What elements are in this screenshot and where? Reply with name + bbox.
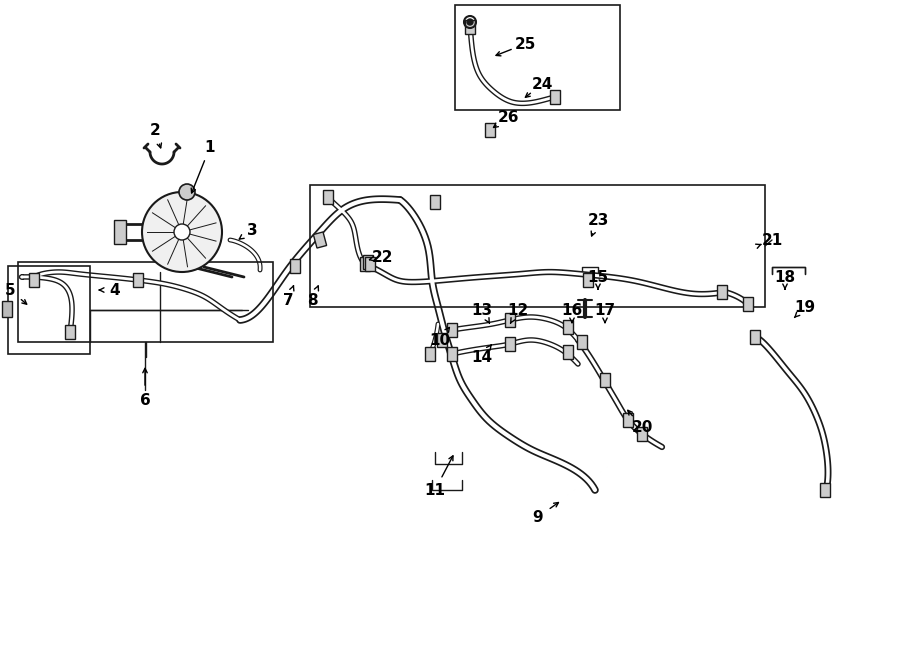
Bar bbox=[820, 483, 830, 497]
Bar bbox=[717, 285, 727, 299]
Circle shape bbox=[467, 19, 473, 25]
Bar bbox=[430, 195, 440, 209]
Text: 19: 19 bbox=[795, 299, 815, 314]
Text: 4: 4 bbox=[110, 283, 121, 297]
Bar bbox=[623, 413, 633, 427]
Bar bbox=[29, 273, 39, 287]
Bar bbox=[447, 323, 457, 337]
Bar bbox=[437, 333, 447, 347]
Text: 7: 7 bbox=[283, 293, 293, 308]
Text: 2: 2 bbox=[149, 122, 160, 138]
Text: 16: 16 bbox=[562, 303, 582, 318]
Bar bbox=[563, 345, 573, 359]
Bar bbox=[485, 123, 495, 137]
Text: 10: 10 bbox=[429, 332, 451, 348]
Text: 13: 13 bbox=[472, 303, 492, 318]
Text: 18: 18 bbox=[774, 269, 796, 285]
Circle shape bbox=[142, 192, 222, 272]
Bar bbox=[750, 330, 760, 344]
Bar bbox=[2, 301, 12, 317]
Bar bbox=[323, 190, 333, 204]
Bar bbox=[365, 257, 375, 271]
Bar bbox=[455, 5, 620, 110]
Text: 3: 3 bbox=[247, 222, 257, 238]
Text: 12: 12 bbox=[508, 303, 528, 318]
Text: 17: 17 bbox=[594, 303, 616, 318]
Bar bbox=[637, 427, 647, 441]
Text: 21: 21 bbox=[761, 232, 783, 248]
Circle shape bbox=[174, 224, 190, 240]
Bar bbox=[465, 20, 475, 34]
Bar bbox=[18, 262, 273, 342]
Bar bbox=[133, 273, 143, 287]
Bar bbox=[114, 220, 126, 244]
Bar bbox=[360, 257, 370, 271]
Text: 26: 26 bbox=[498, 109, 518, 124]
Bar bbox=[743, 297, 753, 311]
Text: 5: 5 bbox=[4, 283, 15, 297]
Bar bbox=[563, 320, 573, 334]
Circle shape bbox=[179, 184, 195, 200]
Text: 20: 20 bbox=[631, 420, 652, 434]
Text: 6: 6 bbox=[140, 393, 150, 408]
Text: 22: 22 bbox=[372, 250, 392, 265]
Text: 11: 11 bbox=[425, 483, 446, 498]
Bar bbox=[425, 347, 435, 361]
Bar bbox=[313, 232, 327, 248]
Text: 25: 25 bbox=[514, 36, 536, 52]
Bar bbox=[577, 335, 587, 349]
Bar bbox=[600, 373, 610, 387]
Text: 24: 24 bbox=[531, 77, 553, 91]
Text: 23: 23 bbox=[588, 213, 608, 228]
Text: 1: 1 bbox=[205, 140, 215, 154]
Text: 15: 15 bbox=[588, 269, 608, 285]
Bar bbox=[310, 185, 765, 307]
Bar bbox=[8, 266, 90, 354]
Text: 14: 14 bbox=[472, 350, 492, 365]
Bar bbox=[65, 325, 75, 339]
Bar bbox=[550, 90, 560, 104]
Bar bbox=[583, 273, 593, 287]
Bar bbox=[363, 255, 373, 269]
Bar bbox=[290, 259, 300, 273]
Bar bbox=[505, 337, 515, 351]
Bar bbox=[447, 347, 457, 361]
Text: 8: 8 bbox=[307, 293, 318, 308]
Text: 9: 9 bbox=[533, 510, 544, 524]
Bar bbox=[505, 313, 515, 327]
